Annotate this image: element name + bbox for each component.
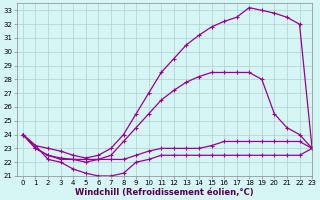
- X-axis label: Windchill (Refroidissement éolien,°C): Windchill (Refroidissement éolien,°C): [75, 188, 254, 197]
